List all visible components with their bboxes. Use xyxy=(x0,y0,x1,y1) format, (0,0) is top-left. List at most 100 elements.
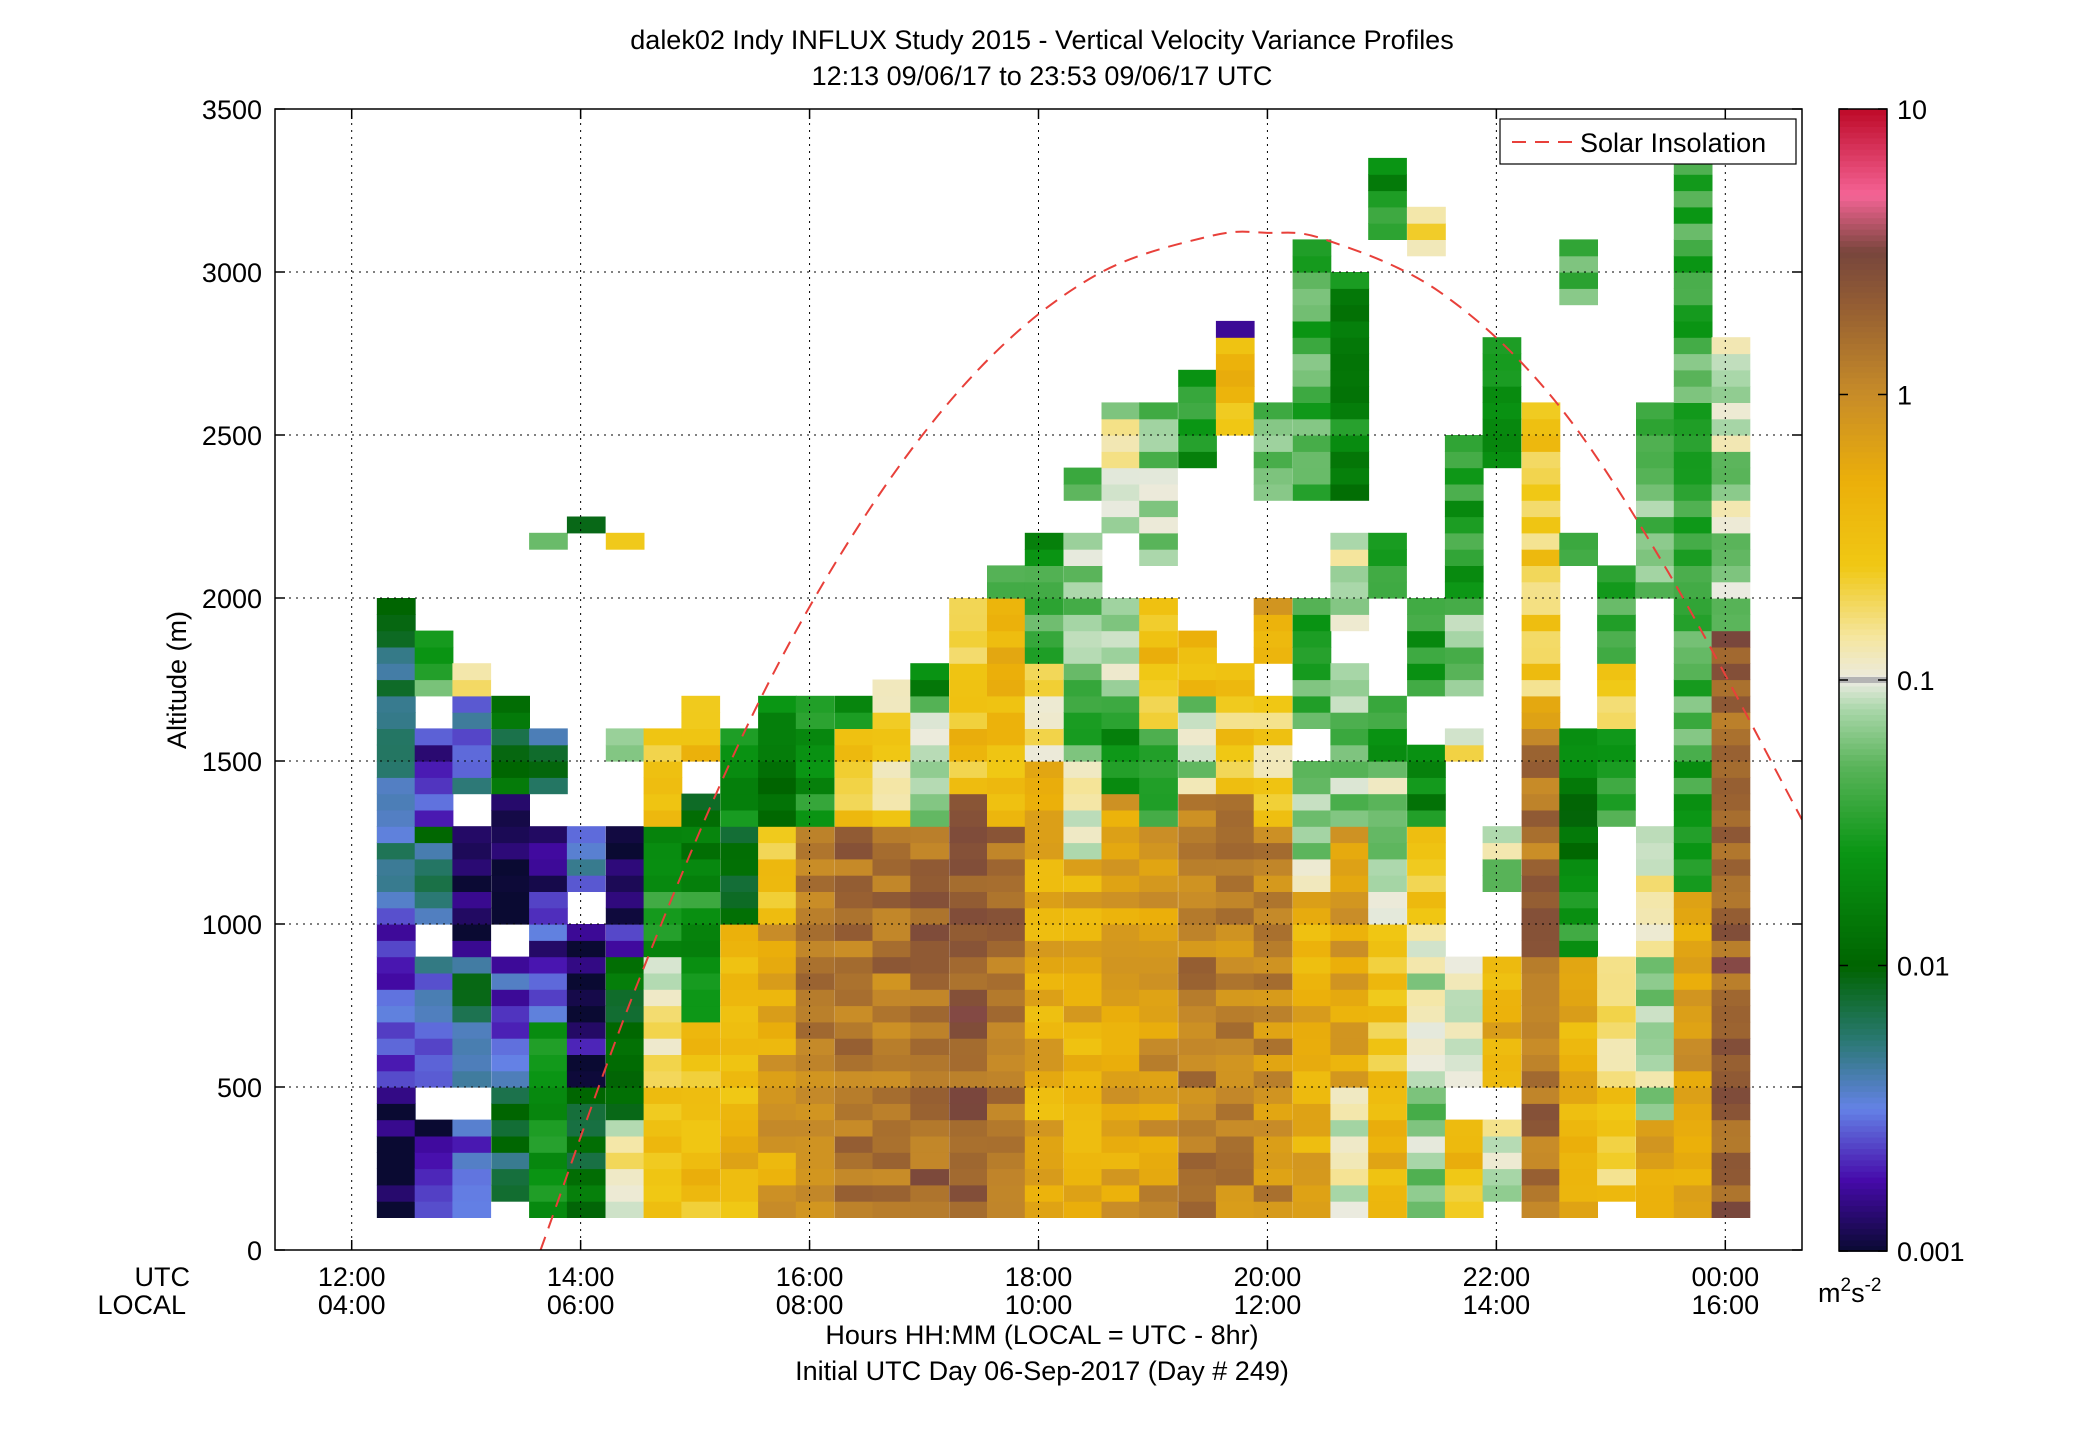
heatmap-cell xyxy=(1444,1168,1484,1186)
heatmap-cell xyxy=(1636,842,1675,860)
x-tick-label-utc: 12:00 xyxy=(318,1262,386,1292)
heatmap-cell xyxy=(376,728,416,746)
colorbar-strip xyxy=(1839,1045,1887,1052)
heatmap-cell xyxy=(1330,1184,1370,1202)
heatmap-cell xyxy=(1330,1103,1370,1121)
heatmap-cell xyxy=(1139,614,1178,632)
colorbar-strip xyxy=(1839,902,1887,910)
heatmap-cell xyxy=(1101,418,1141,436)
heatmap-cell xyxy=(1711,1152,1751,1170)
heatmap-cell xyxy=(1597,712,1636,729)
heatmap-cell xyxy=(1636,1184,1675,1202)
heatmap-cell xyxy=(987,614,1026,632)
heatmap-cell xyxy=(1673,353,1713,371)
heatmap-cell xyxy=(1368,761,1407,778)
heatmap-cell xyxy=(1139,402,1178,420)
heatmap-cell xyxy=(758,989,797,1007)
heatmap-cell xyxy=(949,1168,988,1186)
heatmap-cell xyxy=(910,924,949,941)
heatmap-cell xyxy=(1368,206,1407,224)
heatmap-cell xyxy=(414,891,454,909)
heatmap-cell xyxy=(1330,809,1370,827)
heatmap-cell xyxy=(1711,467,1751,485)
heatmap-cell xyxy=(1711,793,1751,811)
x-row-label-local: LOCAL xyxy=(97,1290,186,1320)
heatmap-cell xyxy=(529,972,568,990)
heatmap-cell xyxy=(910,891,949,909)
heatmap-cell xyxy=(720,858,759,876)
heatmap-cell xyxy=(1711,337,1751,355)
heatmap-cell xyxy=(1101,858,1141,876)
heatmap-cell xyxy=(681,1119,721,1137)
y-tick-label: 500 xyxy=(217,1073,262,1103)
heatmap-cell xyxy=(987,1135,1026,1153)
heatmap-cell xyxy=(1292,956,1332,974)
heatmap-cell xyxy=(376,1168,416,1186)
heatmap-cell xyxy=(529,956,568,974)
heatmap-cell xyxy=(949,1119,988,1137)
heatmap-cell xyxy=(566,826,606,844)
heatmap-cell xyxy=(1063,1038,1103,1055)
heatmap-cell xyxy=(1559,809,1598,827)
colorbar-strip xyxy=(1839,834,1887,841)
heatmap-cell xyxy=(1330,1054,1370,1072)
heatmap-cell xyxy=(681,1168,721,1186)
heatmap-cell xyxy=(529,1168,568,1186)
heatmap-cell xyxy=(1063,907,1103,925)
heatmap-cell xyxy=(1253,418,1293,436)
heatmap-cell xyxy=(1636,1168,1675,1186)
heatmap-cell xyxy=(1139,1087,1178,1104)
heatmap-cell xyxy=(376,940,416,958)
heatmap-cell xyxy=(1636,940,1675,958)
heatmap-cell xyxy=(605,875,645,892)
heatmap-cell xyxy=(491,744,530,762)
heatmap-cell xyxy=(910,1152,949,1170)
heatmap-cell xyxy=(491,972,530,990)
heatmap-cell xyxy=(1482,1021,1522,1039)
heatmap-cell xyxy=(1521,630,1561,648)
heatmap-cell xyxy=(566,1038,606,1055)
heatmap-cell xyxy=(566,1168,606,1186)
heatmap-cell xyxy=(1636,549,1675,566)
heatmap-cell xyxy=(758,761,797,778)
y-tick-label: 1000 xyxy=(202,910,262,940)
heatmap-cell xyxy=(1673,190,1713,208)
heatmap-cell xyxy=(681,1184,721,1202)
heatmap-cell xyxy=(643,1184,683,1202)
heatmap-cell xyxy=(834,1054,874,1072)
heatmap-cell xyxy=(1139,777,1178,795)
heatmap-cell xyxy=(1368,1119,1407,1137)
heatmap-cell xyxy=(452,1005,492,1023)
heatmap-cell xyxy=(1024,549,1064,566)
heatmap-cell xyxy=(1636,1135,1675,1153)
colorbar-strip xyxy=(1839,525,1887,533)
heatmap-cell xyxy=(1521,549,1561,566)
heatmap-cell xyxy=(1024,744,1064,762)
heatmap-cell xyxy=(1673,940,1713,958)
colorbar-strip xyxy=(1839,1005,1887,1012)
heatmap-cell xyxy=(1559,1021,1598,1039)
heatmap-cell xyxy=(949,1021,988,1039)
colorbar-units-base: m xyxy=(1818,1278,1841,1308)
colorbar-strip xyxy=(1839,400,1887,407)
heatmap-cell xyxy=(872,761,912,778)
heatmap-cell xyxy=(681,728,721,746)
heatmap-cell xyxy=(987,875,1026,892)
colorbar-strip xyxy=(1839,994,1887,1001)
heatmap-cell xyxy=(529,1119,568,1137)
heatmap-cell xyxy=(452,663,492,681)
heatmap-cell xyxy=(834,907,874,925)
heatmap-cell xyxy=(681,1103,721,1121)
heatmap-cell xyxy=(1673,223,1713,240)
heatmap-cell xyxy=(1711,663,1751,681)
heatmap-cell xyxy=(1292,907,1332,925)
heatmap-cell xyxy=(1178,695,1217,713)
colorbar-strip xyxy=(1839,109,1887,116)
heatmap-cell xyxy=(1711,386,1751,403)
heatmap-cell xyxy=(1673,972,1713,990)
heatmap-cell xyxy=(1215,402,1255,420)
heatmap-cell xyxy=(1444,1054,1484,1072)
colorbar-strip xyxy=(1839,1165,1887,1172)
heatmap-cell xyxy=(1330,826,1370,844)
heatmap-cell xyxy=(1673,663,1713,681)
